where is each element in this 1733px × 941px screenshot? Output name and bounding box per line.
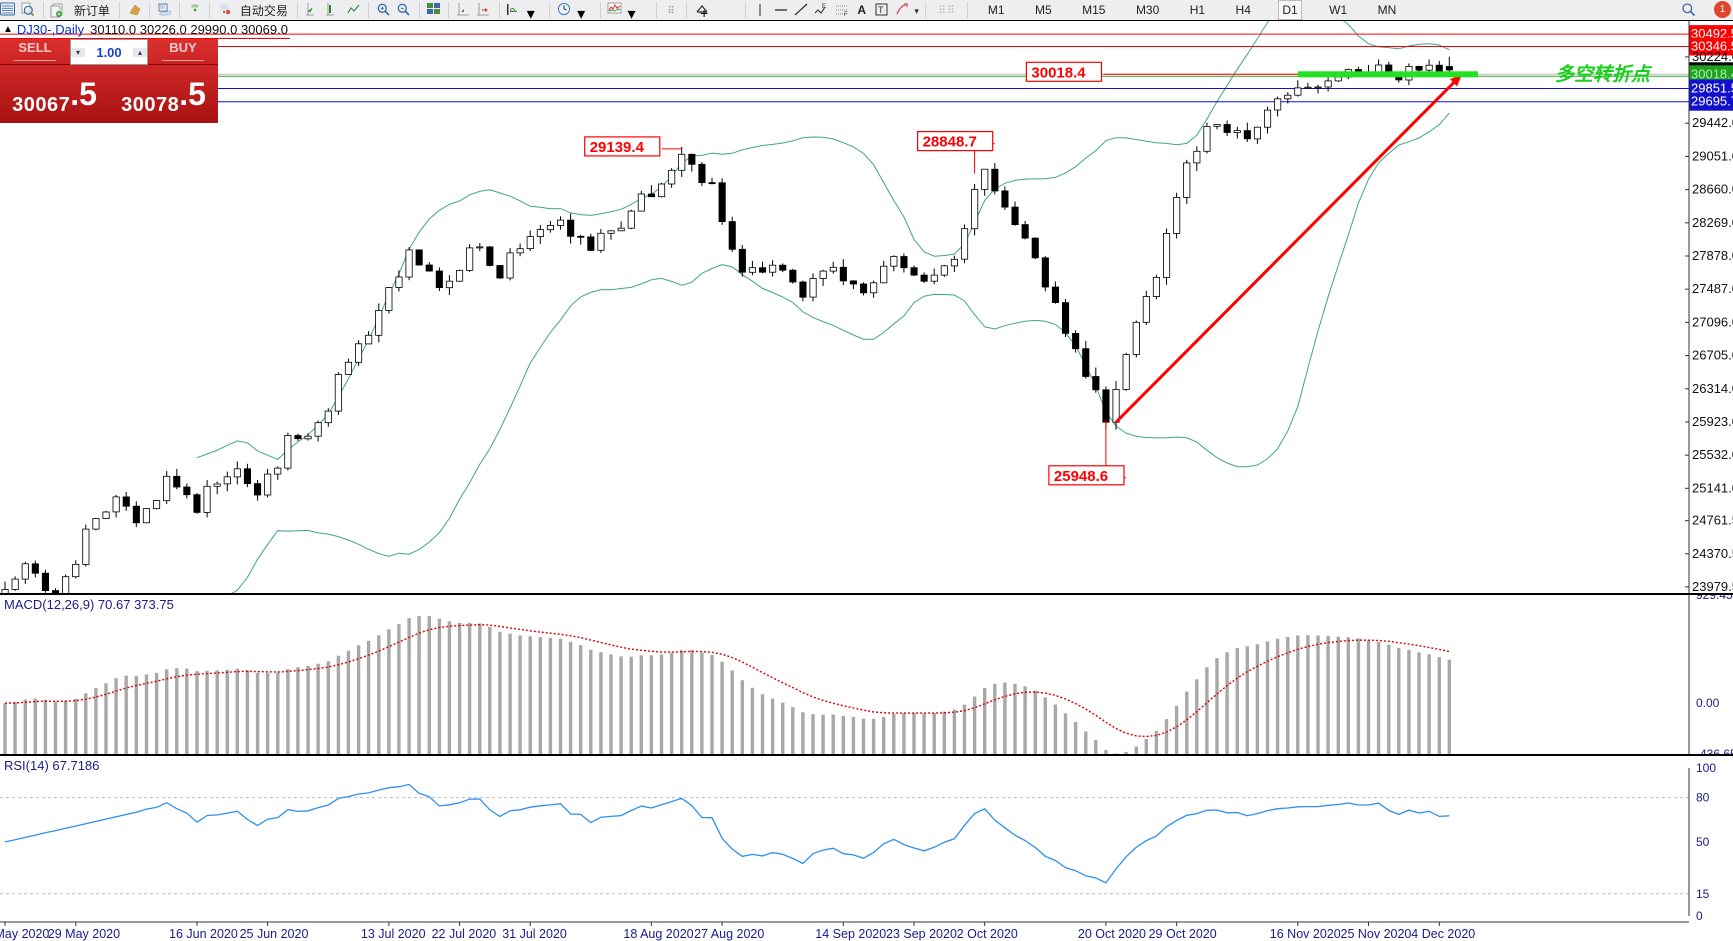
svg-text:27878.0: 27878.0 <box>1692 248 1733 263</box>
svg-text:22 Jul 2020: 22 Jul 2020 <box>432 927 497 941</box>
svg-text:25532.0: 25532.0 <box>1692 447 1733 462</box>
svg-text:14 Sep 2020: 14 Sep 2020 <box>815 927 886 941</box>
svg-text:4 Dec 2020: 4 Dec 2020 <box>1411 927 1475 941</box>
svg-text:29051.0: 29051.0 <box>1692 148 1733 163</box>
svg-text:25948.6: 25948.6 <box>1054 468 1108 485</box>
svg-text:29695.7: 29695.7 <box>1691 94 1733 109</box>
svg-text:23979.5: 23979.5 <box>1692 579 1733 593</box>
svg-text:RSI(14) 67.7186: RSI(14) 67.7186 <box>4 758 99 773</box>
svg-text:31 Jul 2020: 31 Jul 2020 <box>502 927 567 941</box>
svg-text:80: 80 <box>1696 791 1710 805</box>
svg-text:29442.0: 29442.0 <box>1692 115 1733 130</box>
svg-text:F: F <box>844 12 848 18</box>
svg-text:24370.5: 24370.5 <box>1692 546 1733 561</box>
svg-text:29 Oct 2020: 29 Oct 2020 <box>1149 927 1217 941</box>
svg-text:30018.4: 30018.4 <box>1031 64 1086 81</box>
svg-text:16 Jun 2020: 16 Jun 2020 <box>169 927 238 941</box>
svg-text:25 Nov 2020: 25 Nov 2020 <box>1341 927 1412 941</box>
svg-text:T: T <box>878 5 884 15</box>
svg-text:20 Oct 2020: 20 Oct 2020 <box>1078 927 1146 941</box>
svg-text:25141.0: 25141.0 <box>1692 480 1733 495</box>
svg-text:25 Jun 2020: 25 Jun 2020 <box>240 927 309 941</box>
svg-text:50: 50 <box>1696 835 1710 849</box>
svg-text:0: 0 <box>1696 909 1703 923</box>
svg-text:E: E <box>822 4 826 10</box>
svg-text:29139.4: 29139.4 <box>590 139 645 156</box>
svg-text:23 Sep 2020: 23 Sep 2020 <box>886 927 957 941</box>
svg-text:30018.4: 30018.4 <box>1691 66 1733 81</box>
svg-text:26314.0: 26314.0 <box>1692 381 1733 396</box>
svg-text:15: 15 <box>1696 887 1710 901</box>
svg-text:2 Oct 2020: 2 Oct 2020 <box>957 927 1018 941</box>
svg-text:929.45: 929.45 <box>1696 595 1733 602</box>
svg-text:27096.0: 27096.0 <box>1692 314 1733 329</box>
svg-text:27 Aug 2020: 27 Aug 2020 <box>694 927 764 941</box>
svg-text:30224.0: 30224.0 <box>1692 49 1733 64</box>
svg-text:28269.0: 28269.0 <box>1692 215 1733 230</box>
svg-text:28660.0: 28660.0 <box>1692 182 1733 197</box>
svg-text:18 Aug 2020: 18 Aug 2020 <box>623 927 693 941</box>
svg-text:24761.5: 24761.5 <box>1692 513 1733 528</box>
svg-text:20 May 2020: 20 May 2020 <box>0 927 49 941</box>
svg-text:27487.0: 27487.0 <box>1692 281 1733 296</box>
svg-text:MACD(12,26,9) 70.67 373.75: MACD(12,26,9) 70.67 373.75 <box>4 597 174 612</box>
svg-text:29 May 2020: 29 May 2020 <box>48 927 120 941</box>
svg-text:多空转折点: 多空转折点 <box>1555 63 1653 85</box>
svg-text:-436.65: -436.65 <box>1696 747 1733 754</box>
svg-text:25923.0: 25923.0 <box>1692 414 1733 429</box>
svg-text:28848.7: 28848.7 <box>923 134 977 151</box>
svg-text:0.00: 0.00 <box>1696 696 1720 710</box>
svg-text:26705.0: 26705.0 <box>1692 348 1733 363</box>
svg-text:16 Nov 2020: 16 Nov 2020 <box>1270 927 1341 941</box>
svg-text:13 Jul 2020: 13 Jul 2020 <box>361 927 426 941</box>
svg-text:100: 100 <box>1696 761 1716 775</box>
